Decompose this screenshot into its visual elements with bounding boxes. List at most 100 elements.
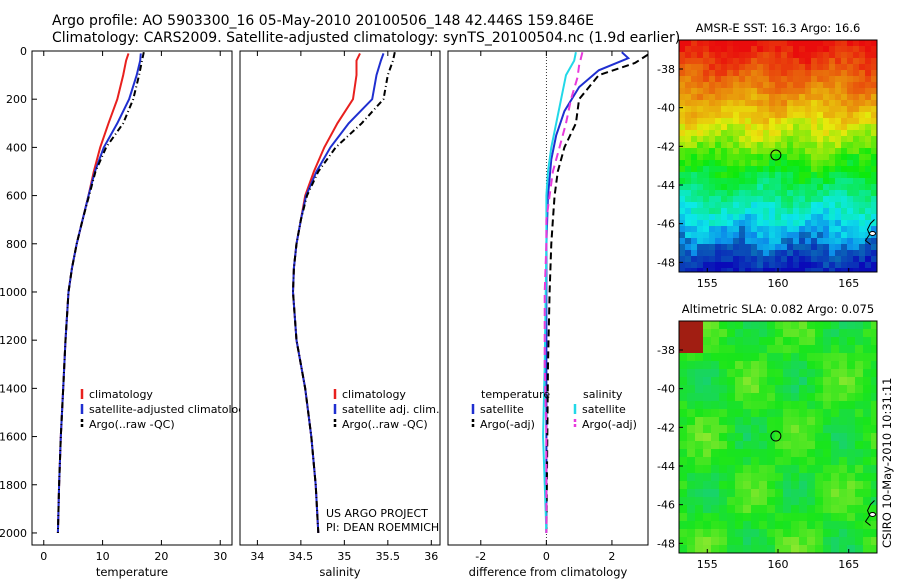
map-cell [763,256,770,263]
map-cell [739,100,746,107]
map-cell [751,250,758,257]
map-cell [793,112,800,119]
map-cell [799,433,808,442]
map-cell [805,268,812,272]
map-cell [859,124,866,131]
map-cell [853,118,860,125]
map-cell [751,166,758,173]
map-cell [751,481,760,490]
map-cell [817,154,824,161]
map-cell [799,250,806,257]
map-cell [763,166,770,173]
map-cell [871,521,877,530]
map-cell [769,142,776,149]
map-cell [735,521,744,530]
map-cell [751,238,758,245]
map-cell [759,457,768,466]
map-cell [807,417,816,426]
map-cell [727,417,736,426]
map-cell [757,202,764,209]
map-cell [695,433,704,442]
map-cell [823,353,832,362]
map-cell [709,172,716,179]
map-cell [783,401,792,410]
map-cell [805,184,812,191]
map-cell [859,70,866,77]
map-cell [685,250,692,257]
map-cell [783,385,792,394]
map-cell [817,46,824,53]
map-cell [709,208,716,215]
map-cell [721,100,728,107]
y-tick-label: 1600 [0,431,27,444]
map-cell [793,106,800,113]
map-cell [835,226,842,233]
map-cell [679,337,688,346]
map-cell [807,441,816,450]
credit-label: CSIRO 10-May-2010 10:31:11 [880,378,894,549]
map-cell [697,130,704,137]
map-cell [865,76,872,83]
map-cell [775,537,784,546]
map-cell [709,58,716,65]
map-cell [835,208,842,215]
y-tick-label: 1200 [0,334,27,347]
map-cell [791,425,800,434]
map-cell [823,184,830,191]
map-cell [721,172,728,179]
map-cell [719,425,728,434]
map-cell [709,94,716,101]
map-cell [865,40,872,47]
map-cell [751,521,760,530]
map-cell [735,433,744,442]
map-cell [733,148,740,155]
map-cell [871,433,877,442]
map-cell [805,166,812,173]
map-cell [839,505,848,514]
argo-marker [770,149,782,161]
map-cell [817,148,824,155]
map-cell [811,220,818,227]
map-cell [727,88,734,95]
map-cell [691,262,698,269]
map-cell [703,489,712,498]
map-cell [769,124,776,131]
map-cell [695,521,704,530]
map-cell [831,401,840,410]
map-cell [811,106,818,113]
map-cell [735,425,744,434]
map-cell [759,369,768,378]
map-cell [703,513,712,522]
map-cell [757,76,764,83]
y-tick-label: 600 [6,190,27,203]
map-cell [691,58,698,65]
map-cell [811,124,818,131]
map-cell [793,52,800,59]
map-cell [847,473,856,482]
map-cell [727,100,734,107]
map-cell [751,409,760,418]
map-cell [839,329,848,338]
map-y-tick-label: -44 [657,179,675,192]
map-cell [799,369,808,378]
map-cell [791,353,800,362]
map-cell [769,232,776,239]
map-cell [847,124,854,131]
map-cell [769,112,776,119]
map-cell [799,409,808,418]
map-cell [791,529,800,538]
map-cell [787,166,794,173]
map-cell [831,513,840,522]
map-cell [697,58,704,65]
map-x-tick-label: 165 [838,558,859,571]
map-cell [679,106,686,113]
map-cell [727,457,736,466]
map-cell [841,178,848,185]
map-cell [799,100,806,107]
map-cell [757,64,764,71]
map-cell [695,529,704,538]
map-field-1 [679,321,877,553]
map-cell [739,124,746,131]
map-cell [841,208,848,215]
map-cell [839,537,848,546]
